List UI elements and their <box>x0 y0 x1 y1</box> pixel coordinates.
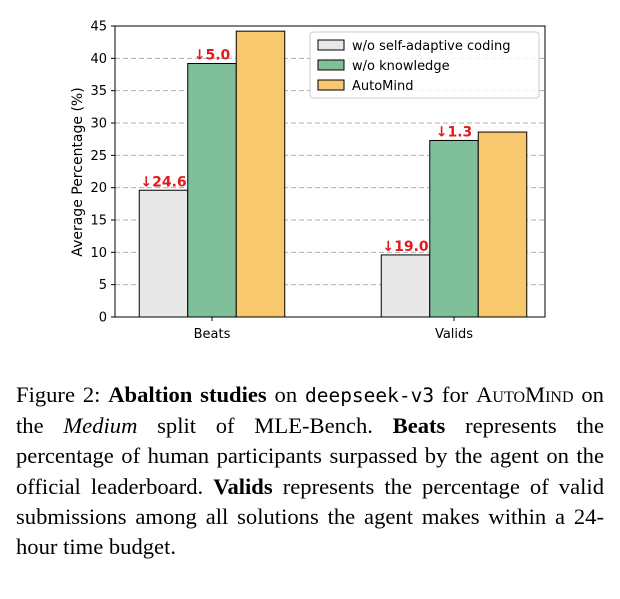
y-tick-label: 45 <box>90 20 107 35</box>
legend: w/o self-adaptive coding w/o knowledge Aut… <box>309 31 540 99</box>
bar-chart-figure: ↓24.6 ↓5.0 ↓19.0 ↓1.3 0 5 10 15 20 25 30 35 40 45 Be… <box>70 20 546 342</box>
legend-entry: w/o knowledge <box>352 59 450 74</box>
legend-box <box>309 31 540 99</box>
bar-valids-1 <box>429 139 479 318</box>
x-tick-label: Beats <box>194 327 231 342</box>
y-tick-label: 20 <box>90 181 107 196</box>
bar-valids-2 <box>477 131 528 318</box>
y-tick-label: 30 <box>90 117 107 132</box>
delta-annotation: ↓19.0 <box>382 239 429 255</box>
y-tick-label: 0 <box>99 311 107 326</box>
caption-bold-title: Abaltion studies <box>108 382 267 407</box>
x-axis-ticks: Beats Valids <box>194 317 473 342</box>
y-tick-label: 15 <box>90 214 107 229</box>
x-tick-label: Valids <box>435 327 473 342</box>
y-axis-label: Average Percentage (%) <box>70 87 86 256</box>
bars <box>138 30 528 318</box>
legend-swatch <box>317 79 345 91</box>
legend-swatch <box>317 59 345 71</box>
split-name: Medium <box>63 413 138 439</box>
legend-entry: w/o self-adaptive coding <box>352 39 510 54</box>
legend-swatch <box>317 39 345 51</box>
y-axis-ticks: 0 5 10 15 20 25 30 35 40 45 <box>90 20 115 326</box>
y-tick-label: 25 <box>90 149 107 164</box>
y-tick-label: 35 <box>90 84 107 99</box>
delta-annotation: ↓5.0 <box>194 48 231 64</box>
delta-annotation: ↓1.3 <box>436 124 473 140</box>
y-tick-label: 10 <box>90 246 107 261</box>
bar-beats-2 <box>235 30 286 318</box>
bar-valids-0 <box>380 254 431 318</box>
delta-annotation: ↓24.6 <box>140 174 186 190</box>
bar-chart: ↓24.6 ↓5.0 ↓19.0 ↓1.3 0 5 10 15 20 25 30 35 40 45 Be… <box>70 20 546 342</box>
figure-caption: Figure 2: Abaltion studies on deepseek-v… <box>16 382 604 560</box>
beats-term: Beats <box>392 413 446 439</box>
legend-entry: AutoMind <box>352 79 414 94</box>
figure-label: Figure 2: <box>16 382 101 407</box>
annotations: ↓24.6 ↓5.0 ↓19.0 ↓1.3 <box>140 48 472 255</box>
system-name: AutoMind <box>476 382 574 407</box>
bar-beats-0 <box>138 189 189 318</box>
y-tick-label: 5 <box>99 278 107 293</box>
plot-frame <box>114 25 546 318</box>
bar-beats-1 <box>187 63 237 318</box>
valids-term: Valids <box>213 473 273 499</box>
y-tick-label: 40 <box>90 52 107 67</box>
model-name: deepseek-v3 <box>304 384 435 407</box>
